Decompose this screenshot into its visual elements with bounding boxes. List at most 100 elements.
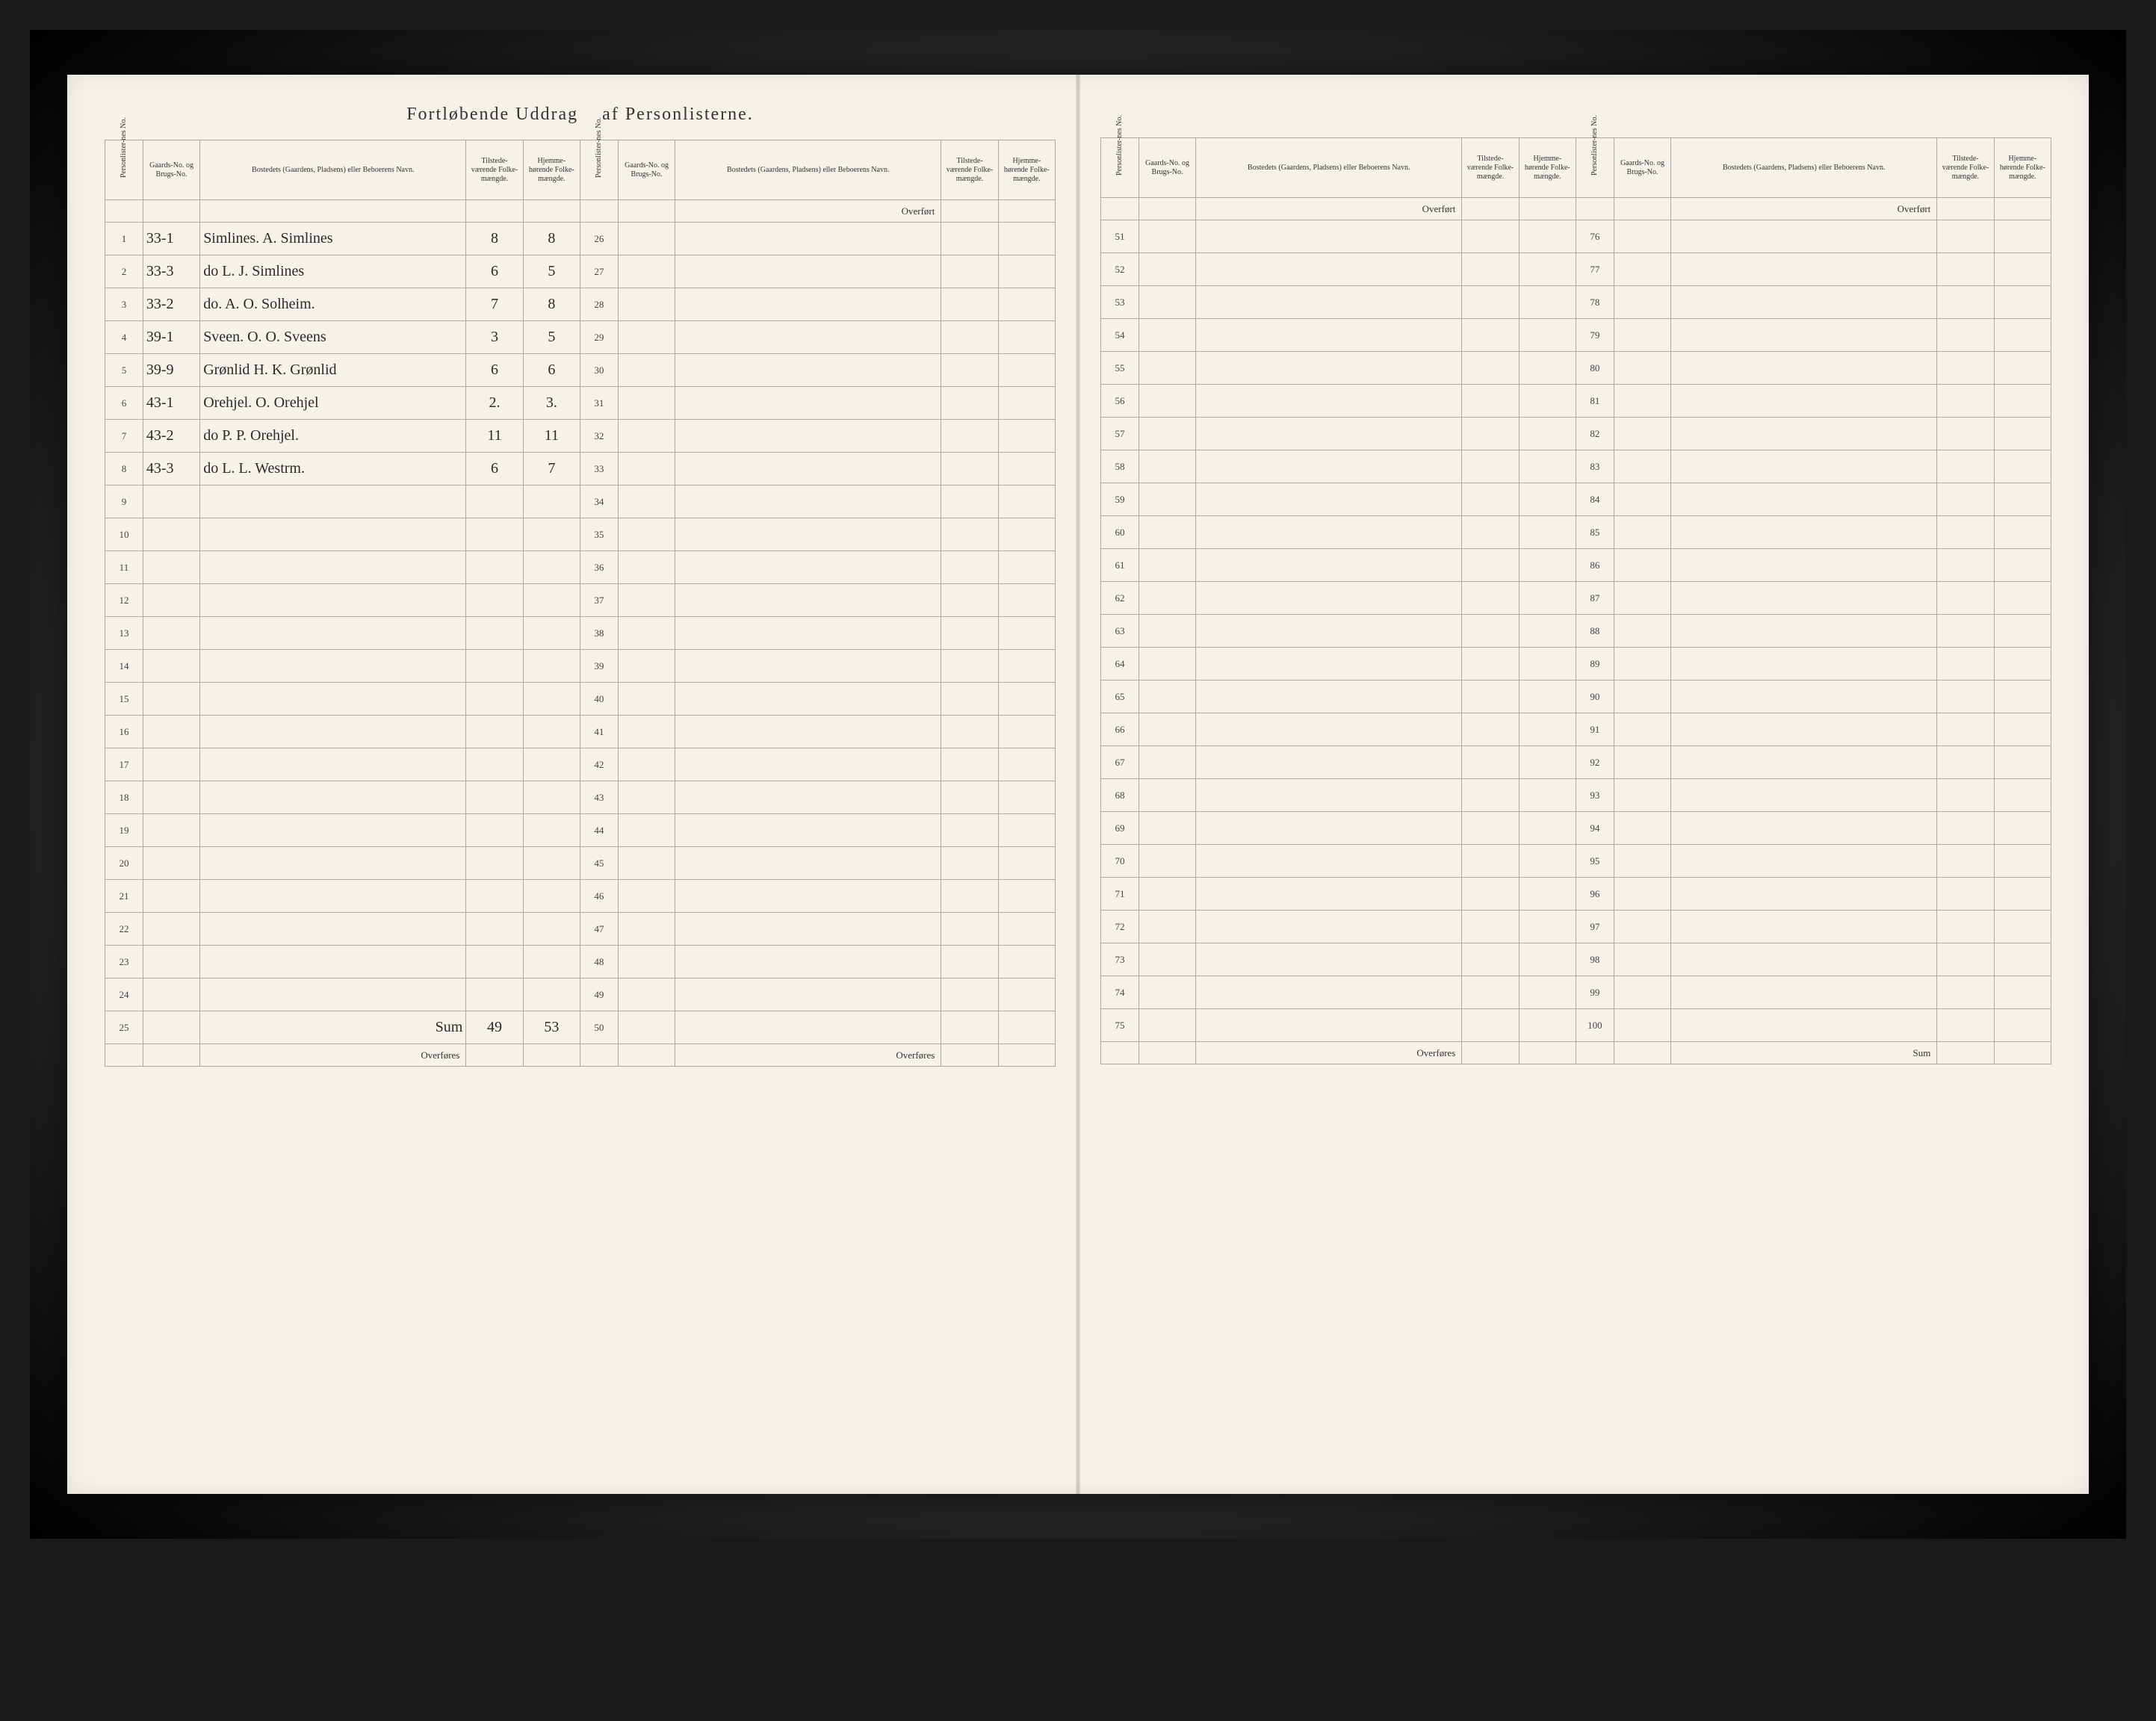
gaards-no: 33-2 xyxy=(143,288,199,321)
tilstede-count xyxy=(466,551,523,584)
gaards-no xyxy=(618,518,675,551)
gaards-no xyxy=(1614,845,1670,878)
hdr-gaards-no: Gaards-No. og Brugs-No. xyxy=(1614,138,1670,198)
bosted-name xyxy=(200,584,466,617)
gaards-no xyxy=(1139,680,1195,713)
tilstede-count xyxy=(941,1011,998,1044)
hjemme-count xyxy=(1519,516,1576,549)
gaards-no xyxy=(1139,878,1195,911)
hjemme-count xyxy=(1519,352,1576,385)
tilstede-count xyxy=(941,420,998,453)
tilstede-count: 6 xyxy=(466,354,523,387)
table-row: 6287 xyxy=(1101,582,2051,615)
tilstede-count xyxy=(1937,812,1994,845)
hjemme-count xyxy=(1994,615,2051,648)
gaards-no xyxy=(618,814,675,847)
hjemme-count xyxy=(523,979,580,1011)
bosted-name xyxy=(1671,385,1937,418)
row-number: 14 xyxy=(105,650,143,683)
hjemme-count xyxy=(1519,648,1576,680)
gaards-no xyxy=(1614,746,1670,779)
tilstede-count xyxy=(941,584,998,617)
hdr-bosted: Bostedets (Gaardens, Pladsens) eller Beb… xyxy=(1196,138,1462,198)
bosted-name: do L. L. Westrm. xyxy=(200,453,466,486)
row-number: 23 xyxy=(105,946,143,979)
table-row: 2146 xyxy=(105,880,1056,913)
hjemme-count xyxy=(1994,1009,2051,1042)
tilstede-count xyxy=(941,551,998,584)
tilstede-count xyxy=(941,321,998,354)
gaards-no xyxy=(1614,680,1670,713)
hdr-bosted: Bostedets (Gaardens, Pladsens) eller Beb… xyxy=(675,140,941,200)
gaards-no xyxy=(143,781,199,814)
row-number: 78 xyxy=(1576,286,1614,319)
bosted-name xyxy=(1196,352,1462,385)
row-number: 50 xyxy=(580,1011,618,1044)
row-number: 38 xyxy=(580,617,618,650)
table-row: 1237 xyxy=(105,584,1056,617)
gaards-no xyxy=(1139,483,1195,516)
hjemme-count xyxy=(523,781,580,814)
table-row: 7398 xyxy=(1101,943,2051,976)
table-row: 6590 xyxy=(1101,680,2051,713)
hjemme-count xyxy=(998,913,1055,946)
row-number: 39 xyxy=(580,650,618,683)
gaards-no xyxy=(618,255,675,288)
row-number: 80 xyxy=(1576,352,1614,385)
table-row: 2045 xyxy=(105,847,1056,880)
row-number: 42 xyxy=(580,748,618,781)
tilstede-count xyxy=(1462,549,1519,582)
row-number: 45 xyxy=(580,847,618,880)
table-header: Personlister-nes No. Gaards-No. og Brugs… xyxy=(105,140,1056,200)
row-number: 30 xyxy=(580,354,618,387)
table-row: 7499 xyxy=(1101,976,2051,1009)
row-number: 81 xyxy=(1576,385,1614,418)
gaards-no xyxy=(618,1011,675,1044)
bosted-name xyxy=(675,223,941,255)
gaards-no xyxy=(1614,615,1670,648)
gaards-no xyxy=(1139,319,1195,352)
tilstede-count xyxy=(1937,286,1994,319)
hdr-tilstede: Tilstede-værende Folke-mængde. xyxy=(1462,138,1519,198)
gaards-no xyxy=(1139,253,1195,286)
hjemme-count xyxy=(1994,483,2051,516)
gaards-no xyxy=(143,716,199,748)
bosted-name xyxy=(1196,220,1462,253)
tilstede-count xyxy=(1937,680,1994,713)
row-number: 76 xyxy=(1576,220,1614,253)
hjemme-count xyxy=(1519,812,1576,845)
table-row: 5176 xyxy=(1101,220,2051,253)
hdr-hjemme: Hjemme-hørende Folke-mængde. xyxy=(523,140,580,200)
table-row: 6994 xyxy=(1101,812,2051,845)
row-number: 40 xyxy=(580,683,618,716)
table-row: 2348 xyxy=(105,946,1056,979)
table-row: 7297 xyxy=(1101,911,2051,943)
row-number: 25 xyxy=(105,1011,143,1044)
title-right: af Personlisterne. xyxy=(602,105,754,124)
gaards-no: 43-2 xyxy=(143,420,199,453)
table-row: 2449 xyxy=(105,979,1056,1011)
row-number: 91 xyxy=(1576,713,1614,746)
row-number: 54 xyxy=(1101,319,1139,352)
gaards-no xyxy=(618,946,675,979)
table-row: 133-1Simlines. A. Simlines8826 xyxy=(105,223,1056,255)
gaards-no xyxy=(618,650,675,683)
table-row: 5378 xyxy=(1101,286,2051,319)
hjemme-count xyxy=(1519,450,1576,483)
hjemme-count xyxy=(1994,812,2051,845)
row-number: 5 xyxy=(105,354,143,387)
gaards-no xyxy=(1614,516,1670,549)
bosted-name xyxy=(1671,1009,1937,1042)
tilstede-count: 6 xyxy=(466,255,523,288)
tilstede-count xyxy=(941,453,998,486)
table-row: 439-1Sveen. O. O. Sveens3529 xyxy=(105,321,1056,354)
hjemme-count xyxy=(1519,943,1576,976)
hjemme-count: 3. xyxy=(523,387,580,420)
hjemme-count xyxy=(1519,418,1576,450)
hdr-tilstede: Tilstede-værende Folke-mængde. xyxy=(466,140,523,200)
gaards-no xyxy=(618,420,675,453)
row-number: 69 xyxy=(1101,812,1139,845)
gaards-no xyxy=(618,913,675,946)
hjemme-count xyxy=(1519,680,1576,713)
gaards-no xyxy=(618,453,675,486)
